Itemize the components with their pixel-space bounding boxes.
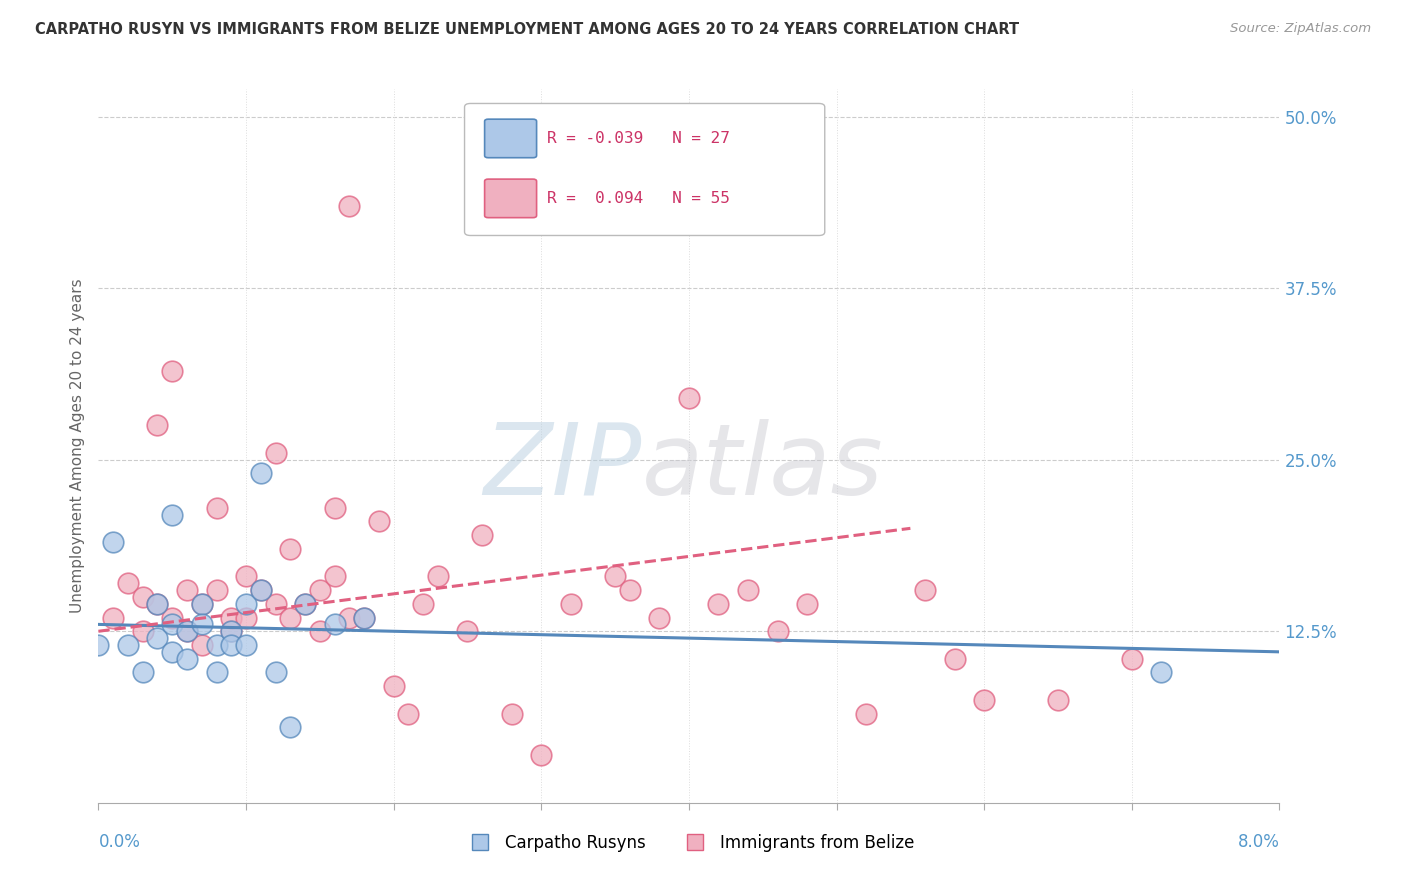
Point: [294, 597, 316, 611]
Point: [530, 747, 553, 762]
Point: [398, 706, 420, 721]
Point: [353, 610, 375, 624]
Point: [221, 638, 243, 652]
Point: [382, 679, 405, 693]
Point: [471, 528, 494, 542]
FancyBboxPatch shape: [464, 103, 825, 235]
Point: [943, 651, 966, 665]
Point: [914, 583, 936, 598]
Point: [162, 508, 183, 522]
Point: [280, 720, 302, 734]
Point: [619, 583, 641, 598]
Point: [235, 597, 257, 611]
Point: [221, 624, 243, 639]
Point: [309, 583, 332, 598]
Point: [855, 706, 877, 721]
Point: [117, 638, 139, 652]
Text: R =  0.094   N = 55: R = 0.094 N = 55: [547, 191, 730, 206]
Text: atlas: atlas: [641, 419, 883, 516]
Point: [176, 651, 198, 665]
Text: 8.0%: 8.0%: [1237, 833, 1279, 851]
Point: [162, 363, 183, 377]
Text: Source: ZipAtlas.com: Source: ZipAtlas.com: [1230, 22, 1371, 36]
Point: [605, 569, 627, 583]
Point: [146, 631, 169, 645]
Point: [264, 446, 287, 460]
Point: [146, 597, 169, 611]
Point: [1046, 693, 1070, 707]
FancyBboxPatch shape: [485, 179, 537, 218]
Point: [205, 638, 228, 652]
Point: [132, 665, 155, 680]
Point: [176, 624, 198, 639]
Point: [501, 706, 523, 721]
Point: [162, 617, 183, 632]
Point: [796, 597, 818, 611]
Point: [162, 610, 183, 624]
Legend: Carpatho Rusyns, Immigrants from Belize: Carpatho Rusyns, Immigrants from Belize: [457, 828, 921, 859]
Point: [117, 576, 139, 591]
Point: [737, 583, 759, 598]
Point: [1150, 665, 1173, 680]
Point: [221, 624, 243, 639]
Point: [205, 500, 228, 515]
Point: [294, 597, 316, 611]
Point: [162, 645, 183, 659]
Y-axis label: Unemployment Among Ages 20 to 24 years: Unemployment Among Ages 20 to 24 years: [69, 278, 84, 614]
Point: [560, 597, 582, 611]
Point: [205, 583, 228, 598]
Point: [973, 693, 995, 707]
Point: [412, 597, 434, 611]
Point: [323, 569, 346, 583]
Point: [191, 638, 214, 652]
Point: [250, 467, 273, 481]
Point: [707, 597, 730, 611]
Point: [191, 597, 214, 611]
Point: [339, 199, 361, 213]
Point: [323, 617, 346, 632]
Point: [353, 610, 375, 624]
Point: [309, 624, 332, 639]
Point: [368, 515, 391, 529]
Point: [235, 569, 257, 583]
Text: R = -0.039   N = 27: R = -0.039 N = 27: [547, 131, 730, 146]
Point: [427, 569, 450, 583]
Point: [132, 624, 155, 639]
FancyBboxPatch shape: [485, 120, 537, 158]
Point: [323, 500, 346, 515]
Point: [176, 583, 198, 598]
Point: [648, 610, 671, 624]
Point: [146, 597, 169, 611]
Point: [264, 597, 287, 611]
Point: [191, 597, 214, 611]
Point: [205, 665, 228, 680]
Point: [176, 624, 198, 639]
Point: [146, 418, 169, 433]
Point: [250, 583, 273, 598]
Point: [103, 610, 125, 624]
Point: [457, 624, 479, 639]
Point: [280, 541, 302, 556]
Point: [132, 590, 155, 604]
Text: CARPATHO RUSYN VS IMMIGRANTS FROM BELIZE UNEMPLOYMENT AMONG AGES 20 TO 24 YEARS : CARPATHO RUSYN VS IMMIGRANTS FROM BELIZE…: [35, 22, 1019, 37]
Point: [87, 638, 110, 652]
Point: [678, 391, 700, 405]
Point: [235, 638, 257, 652]
Point: [103, 535, 125, 549]
Point: [264, 665, 287, 680]
Point: [766, 624, 789, 639]
Point: [280, 610, 302, 624]
Point: [191, 617, 214, 632]
Point: [221, 610, 243, 624]
Text: ZIP: ZIP: [484, 419, 641, 516]
Point: [339, 610, 361, 624]
Point: [250, 583, 273, 598]
Point: [235, 610, 257, 624]
Text: 0.0%: 0.0%: [98, 833, 141, 851]
Point: [1121, 651, 1143, 665]
